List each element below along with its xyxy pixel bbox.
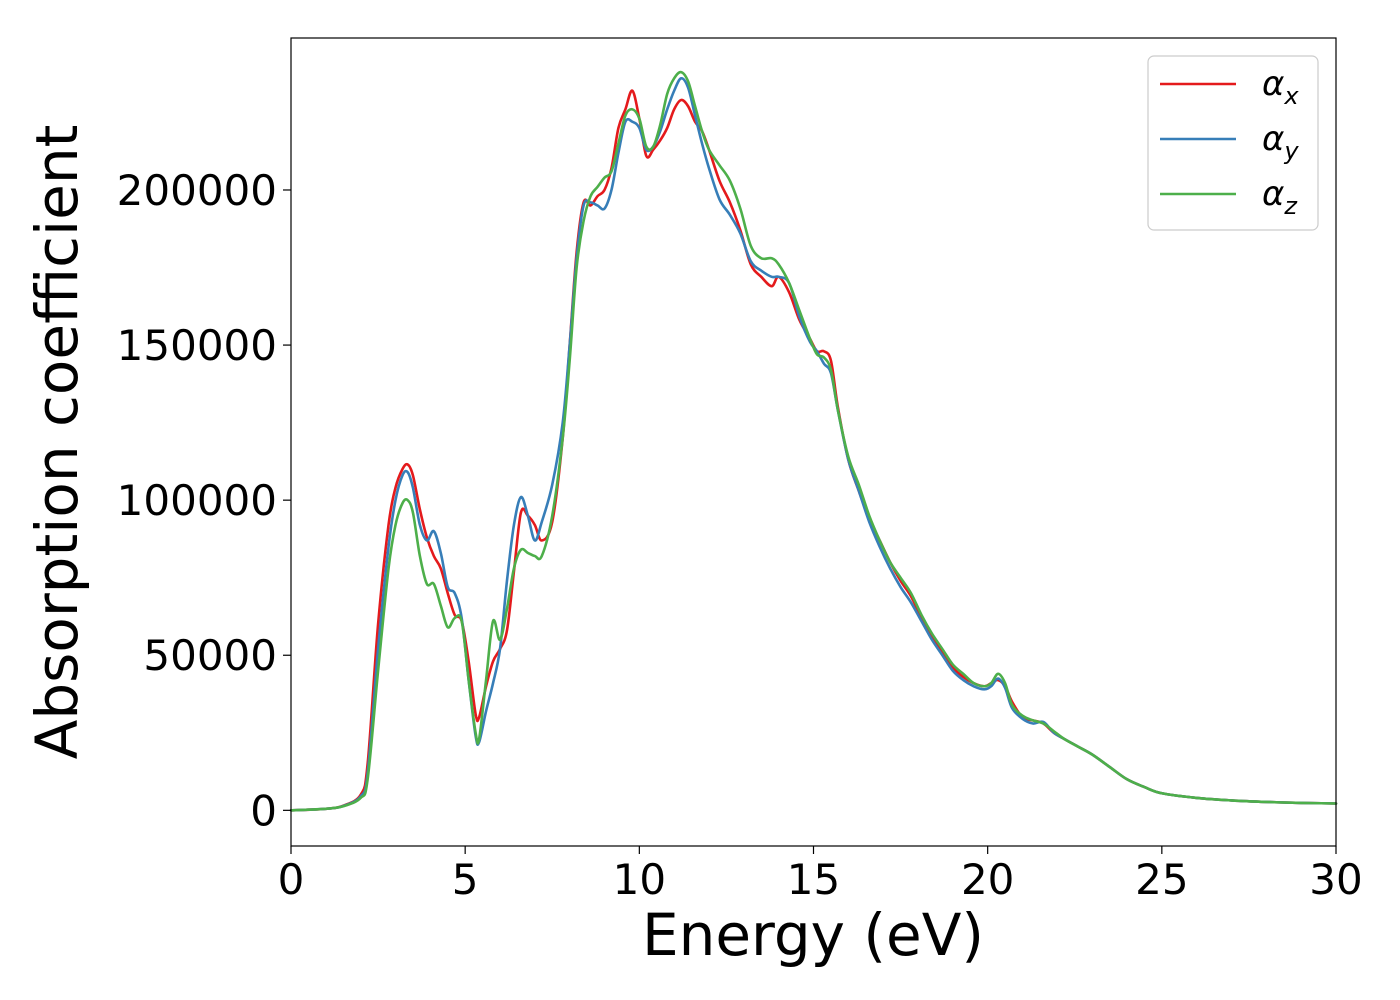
y-axis-label: Absorption coefficient <box>23 125 91 760</box>
y-axis-ticks: 0 50000 100000 150000 200000 <box>117 166 291 835</box>
legend-label-y: αy <box>1262 119 1299 165</box>
x-tick-label: 5 <box>452 855 479 904</box>
y-tick-label: 200000 <box>117 166 277 215</box>
legend-box <box>1147 55 1319 231</box>
legend: αx αy αz <box>1147 55 1319 231</box>
x-tick-label: 10 <box>613 855 666 904</box>
x-axis-ticks: 0 5 10 15 20 25 30 <box>278 846 1363 904</box>
x-axis-label: Energy (eV) <box>642 901 984 969</box>
series-line-y <box>289 77 1338 812</box>
legend-label-z: αz <box>1262 174 1298 220</box>
legend-label-x: αx <box>1262 64 1299 110</box>
x-tick-label: 15 <box>787 855 840 904</box>
x-tick-label: 25 <box>1135 855 1188 904</box>
series-layer <box>289 70 1338 812</box>
x-tick-label: 0 <box>278 855 305 904</box>
y-tick-label: 0 <box>250 786 277 835</box>
y-tick-label: 100000 <box>117 476 277 525</box>
x-tick-label: 30 <box>1309 855 1362 904</box>
legend-entries: αx αy αz <box>1160 64 1299 220</box>
x-tick-label: 20 <box>961 855 1014 904</box>
series-line-z <box>289 70 1338 812</box>
y-tick-label: 50000 <box>143 631 277 680</box>
y-tick-label: 150000 <box>117 321 277 370</box>
